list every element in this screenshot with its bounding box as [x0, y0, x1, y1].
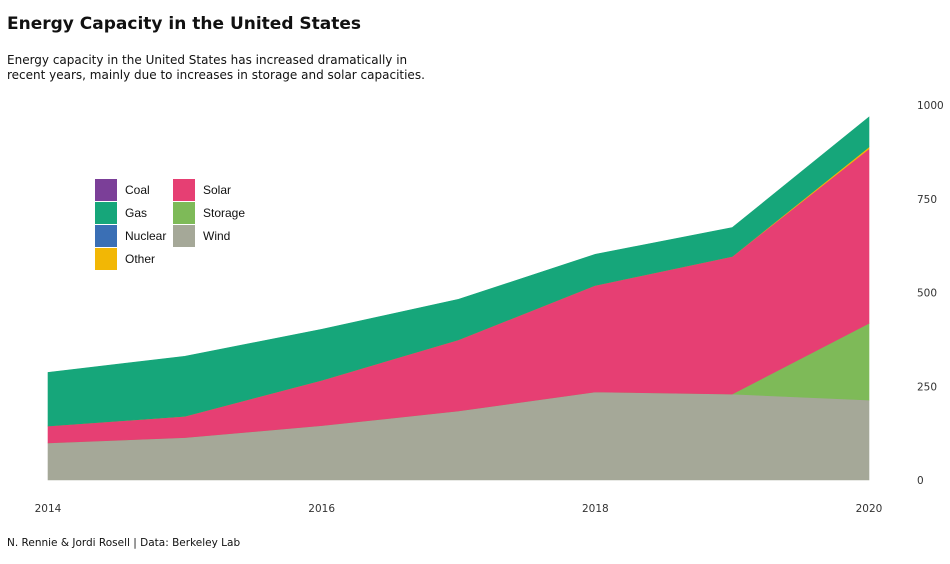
legend-label-nuclear: Nuclear: [125, 229, 166, 243]
legend-label-storage: Storage: [203, 206, 245, 220]
y-tick-label: 250: [917, 381, 937, 393]
legend: Coal Gas Nuclear Other Solar Storage Wind: [95, 179, 245, 270]
legend-label-solar: Solar: [203, 183, 231, 197]
legend-swatch-wind: [173, 225, 195, 247]
y-tick-label: 0: [917, 475, 924, 487]
x-tick-label: 2016: [308, 503, 335, 515]
chart-subtitle: Energy capacity in the United States has…: [7, 53, 425, 82]
legend-swatch-gas: [95, 202, 117, 224]
x-tick-label: 2020: [856, 503, 883, 515]
y-tick-label: 1000: [917, 100, 944, 112]
chart-title: Energy Capacity in the United States: [7, 14, 362, 34]
area-layers: [47, 116, 870, 481]
x-tick-label: 2018: [582, 503, 609, 515]
legend-label-gas: Gas: [125, 206, 147, 220]
x-axis-ticks: 2014 2016 2018 2020: [35, 503, 883, 515]
x-tick-label: 2014: [35, 503, 62, 515]
source-caption: N. Rennie & Jordi Rosell | Data: Berkele…: [7, 537, 241, 549]
legend-swatch-storage: [173, 202, 195, 224]
area-gas: [47, 116, 870, 427]
y-tick-label: 500: [917, 288, 937, 300]
legend-label-coal: Coal: [125, 183, 150, 197]
legend-swatch-solar: [173, 179, 195, 201]
legend-swatch-other: [95, 248, 117, 270]
legend-swatch-nuclear: [95, 225, 117, 247]
legend-label-wind: Wind: [203, 229, 230, 243]
legend-label-other: Other: [125, 252, 155, 266]
y-axis-ticks: 0 250 500 750 1000: [917, 100, 944, 487]
y-tick-label: 750: [917, 194, 937, 206]
legend-swatch-coal: [95, 179, 117, 201]
